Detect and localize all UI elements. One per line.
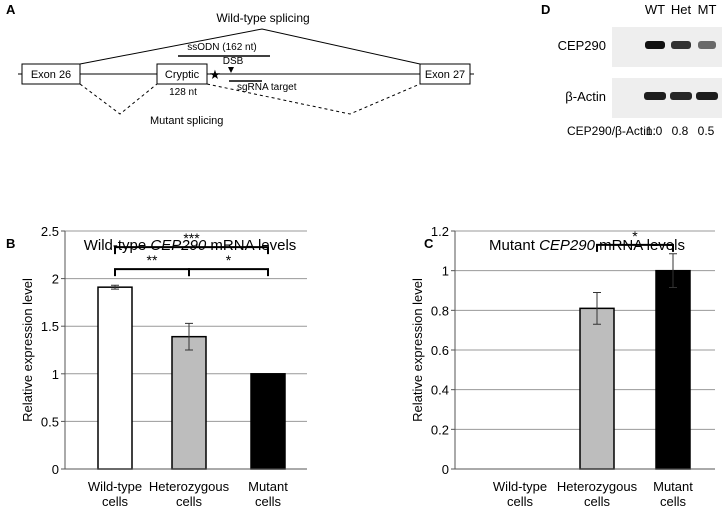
x-tick-line: cells [255,494,282,509]
y-tick-label: 0.2 [431,422,449,437]
bar [171,335,207,470]
x-tick-label: Heterozygous cells [557,479,638,509]
title-part: Mutant [489,237,539,254]
panel-label: C [424,236,434,251]
y-axis-label: Relative expression level [410,278,425,422]
mutant-label: Mutant splicing [150,115,223,127]
error-bar [593,291,601,325]
x-tick-line: Mutant [653,479,693,494]
x-tick-label: Heterozygous cells [149,479,230,509]
bar [579,307,615,470]
title-part: mRNA levels [206,237,296,254]
x-tick-line: Mutant [248,479,288,494]
y-tick-label: 2.5 [41,224,59,239]
x-tick-line: cells [660,494,687,509]
western-blot: WT Het MT CEP290 β-Actin CEP290/β-Actin:1.0 0.… [558,2,722,138]
significance-label: ** [147,252,158,268]
x-tick-label: Wild-type cells [493,479,547,509]
title-part: CEP290 [150,237,207,254]
exon-label: Exon 26 [31,69,71,81]
y-tick-label: 1 [442,264,449,279]
significance-bracket [188,268,269,277]
x-tick-line: cells [176,494,203,509]
ratio-label: CEP290/β-Actin: [567,124,656,138]
band [671,41,691,49]
sgrna-label: sgRNA target [237,82,297,93]
band [645,41,665,49]
wild-type-path [79,28,421,65]
band [644,92,666,100]
y-tick-label: 2 [52,272,59,287]
bar [655,269,691,470]
band [698,41,716,49]
y-tick-label: 0.6 [431,343,449,358]
band [670,92,692,100]
title-part: CEP290 [539,237,596,254]
x-tick-line: Wild-type [493,479,547,494]
x-tick-line: Heterozygous [557,479,638,494]
x-tick-label: Mutant cells [653,479,693,509]
x-tick-line: cells [584,494,611,509]
ratio-value: 1.0 [646,124,663,138]
y-tick-label: 0.8 [431,303,449,318]
lane-label: Het [671,2,692,17]
y-tick-label: 1.2 [431,224,449,239]
error-bar [185,322,193,351]
band [696,92,718,100]
x-tick-line: cells [507,494,534,509]
chart-title: Wild-type CEP290 mRNA levels [84,237,297,254]
length-label: 128 nt [169,87,197,98]
significance-label: * [226,252,232,268]
x-tick-label: Wild-type cells [88,479,142,509]
y-tick-label: 0 [442,462,449,477]
exon-box [21,63,81,85]
y-axis-label: Relative expression level [20,278,35,422]
dsb-label: DSB [223,56,244,67]
cryptic-label: Cryptic [165,69,200,81]
bar [250,373,286,470]
x-tick-label: Mutant cells [248,479,288,509]
y-tick-label: 0.4 [431,383,449,398]
x-tick-line: cells [102,494,129,509]
significance-bracket [114,246,269,255]
cryptic-box [156,63,208,85]
ratio-value: 0.8 [672,124,689,138]
y-tick-label: 1.5 [41,319,59,334]
x-tick-line: Wild-type [88,479,142,494]
y-tick-label: 0 [52,462,59,477]
row-label: β-Actin [565,89,606,104]
ssodn-label: ssODN (162 nt) [187,42,256,53]
wild-type-label: Wild-type splicing [216,11,309,25]
significance-bracket [596,243,674,252]
y-tick-label: 0.5 [41,414,59,429]
significance-label: * [632,228,638,244]
y-tick-label: 1 [52,367,59,382]
bar [97,286,133,470]
lane-label: MT [698,2,717,17]
mutation-star: ★ [209,67,221,82]
exon-label: Exon 27 [425,69,465,81]
panel-label: D [541,2,550,17]
row-label: CEP290 [558,38,606,53]
dsb-arrow [228,67,234,73]
significance-bracket [114,268,190,277]
panel-label: A [6,2,16,17]
panel-label: B [6,236,15,251]
error-bar [111,284,119,290]
exon-box [419,63,471,85]
x-tick-line: Heterozygous [149,479,230,494]
mutant-path [79,83,158,115]
ratio-value: 0.5 [698,124,715,138]
error-bar [669,253,677,289]
lane-label: WT [645,2,665,17]
significance-label: *** [183,230,200,246]
title-part: Wild-type [84,237,151,254]
mutant-path [206,83,421,115]
